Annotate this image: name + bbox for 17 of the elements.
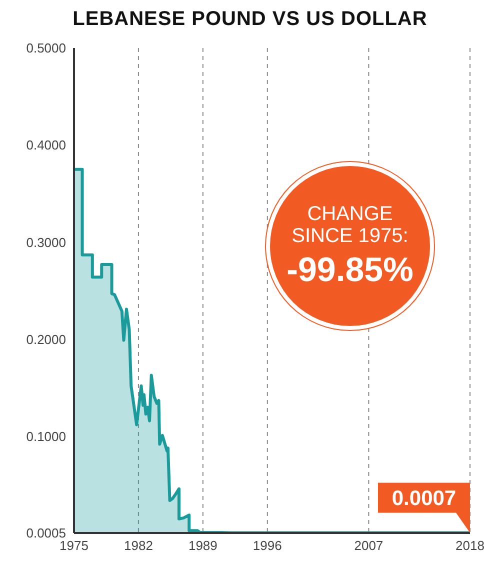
y-tick-label: 0.5000: [26, 40, 66, 56]
chart-title: LEBANESE POUND VS US DOLLAR: [72, 8, 428, 32]
annotation: 0.0007: [392, 486, 456, 510]
x-tick-label: 1982: [124, 538, 153, 554]
x-tick-label: 1975: [60, 538, 88, 554]
annotation: CHANGE SINCE 1975:: [290, 202, 410, 246]
y-tick-label: 0.0005: [26, 526, 66, 541]
x-tick-label: 1989: [188, 538, 218, 554]
annotation: -99.85%: [286, 250, 414, 290]
x-tick-label: 2018: [456, 538, 484, 554]
circle-badge: CHANGE SINCE 1975: -99.85%: [270, 166, 430, 326]
y-tick-label: 0.1000: [26, 429, 66, 444]
x-tick-label: 2007: [354, 538, 384, 554]
x-tick-label: 1996: [252, 538, 282, 554]
y-tick-label: 0.2000: [26, 332, 66, 347]
y-tick-label: 0.4000: [26, 138, 66, 153]
y-tick-label: 0.3000: [26, 234, 66, 250]
